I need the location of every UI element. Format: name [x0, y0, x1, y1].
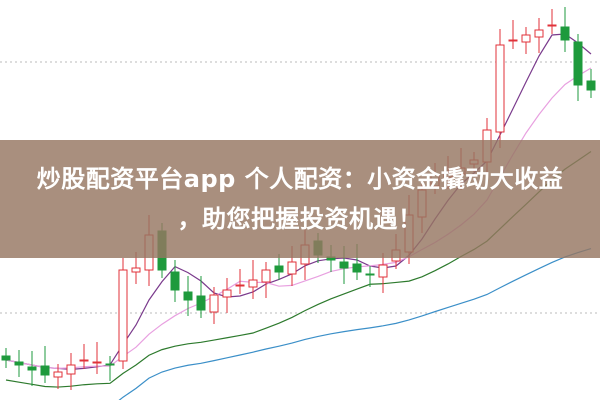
- candle-body: [92, 361, 102, 364]
- headline-line-2: ，助您把握投资机遇！: [177, 205, 423, 233]
- candle-body: [196, 295, 206, 311]
- candle-body: [209, 294, 219, 313]
- candle-body: [118, 269, 128, 362]
- candle-body: [339, 261, 349, 269]
- candle-body: [248, 279, 258, 288]
- candle-body: [521, 34, 531, 43]
- candle-body: [27, 366, 37, 371]
- candle-body: [508, 39, 518, 42]
- candle-body: [183, 291, 193, 301]
- candle-body: [365, 273, 375, 276]
- candle-body: [534, 29, 544, 38]
- candle-body: [547, 24, 557, 27]
- ma60-line: [118, 247, 592, 400]
- candle-body: [261, 269, 271, 283]
- candle-body: [287, 261, 297, 275]
- candle-body: [79, 359, 89, 362]
- candle-body: [1, 355, 11, 361]
- candle-body: [53, 371, 63, 378]
- candle-body: [131, 267, 141, 273]
- candle-body: [378, 264, 388, 278]
- candle-body: [274, 265, 284, 273]
- headline-line-1: 炒股配资平台app 个人配资：小资金撬动大收益: [36, 165, 564, 193]
- candle-body: [352, 263, 362, 273]
- candle-body: [170, 271, 180, 291]
- candle-body: [573, 41, 583, 86]
- candle-body: [66, 364, 76, 375]
- candle-body: [14, 361, 24, 366]
- candle-body: [222, 289, 232, 298]
- candle-body: [105, 363, 115, 366]
- candle-body: [235, 284, 245, 287]
- candle-body: [495, 44, 505, 133]
- candle-body: [586, 80, 596, 91]
- candle-body: [40, 365, 50, 376]
- headline-banner: 炒股配资平台app 个人配资：小资金撬动大收益 ，助您把握投资机遇！: [0, 140, 600, 258]
- candle-body: [560, 26, 570, 41]
